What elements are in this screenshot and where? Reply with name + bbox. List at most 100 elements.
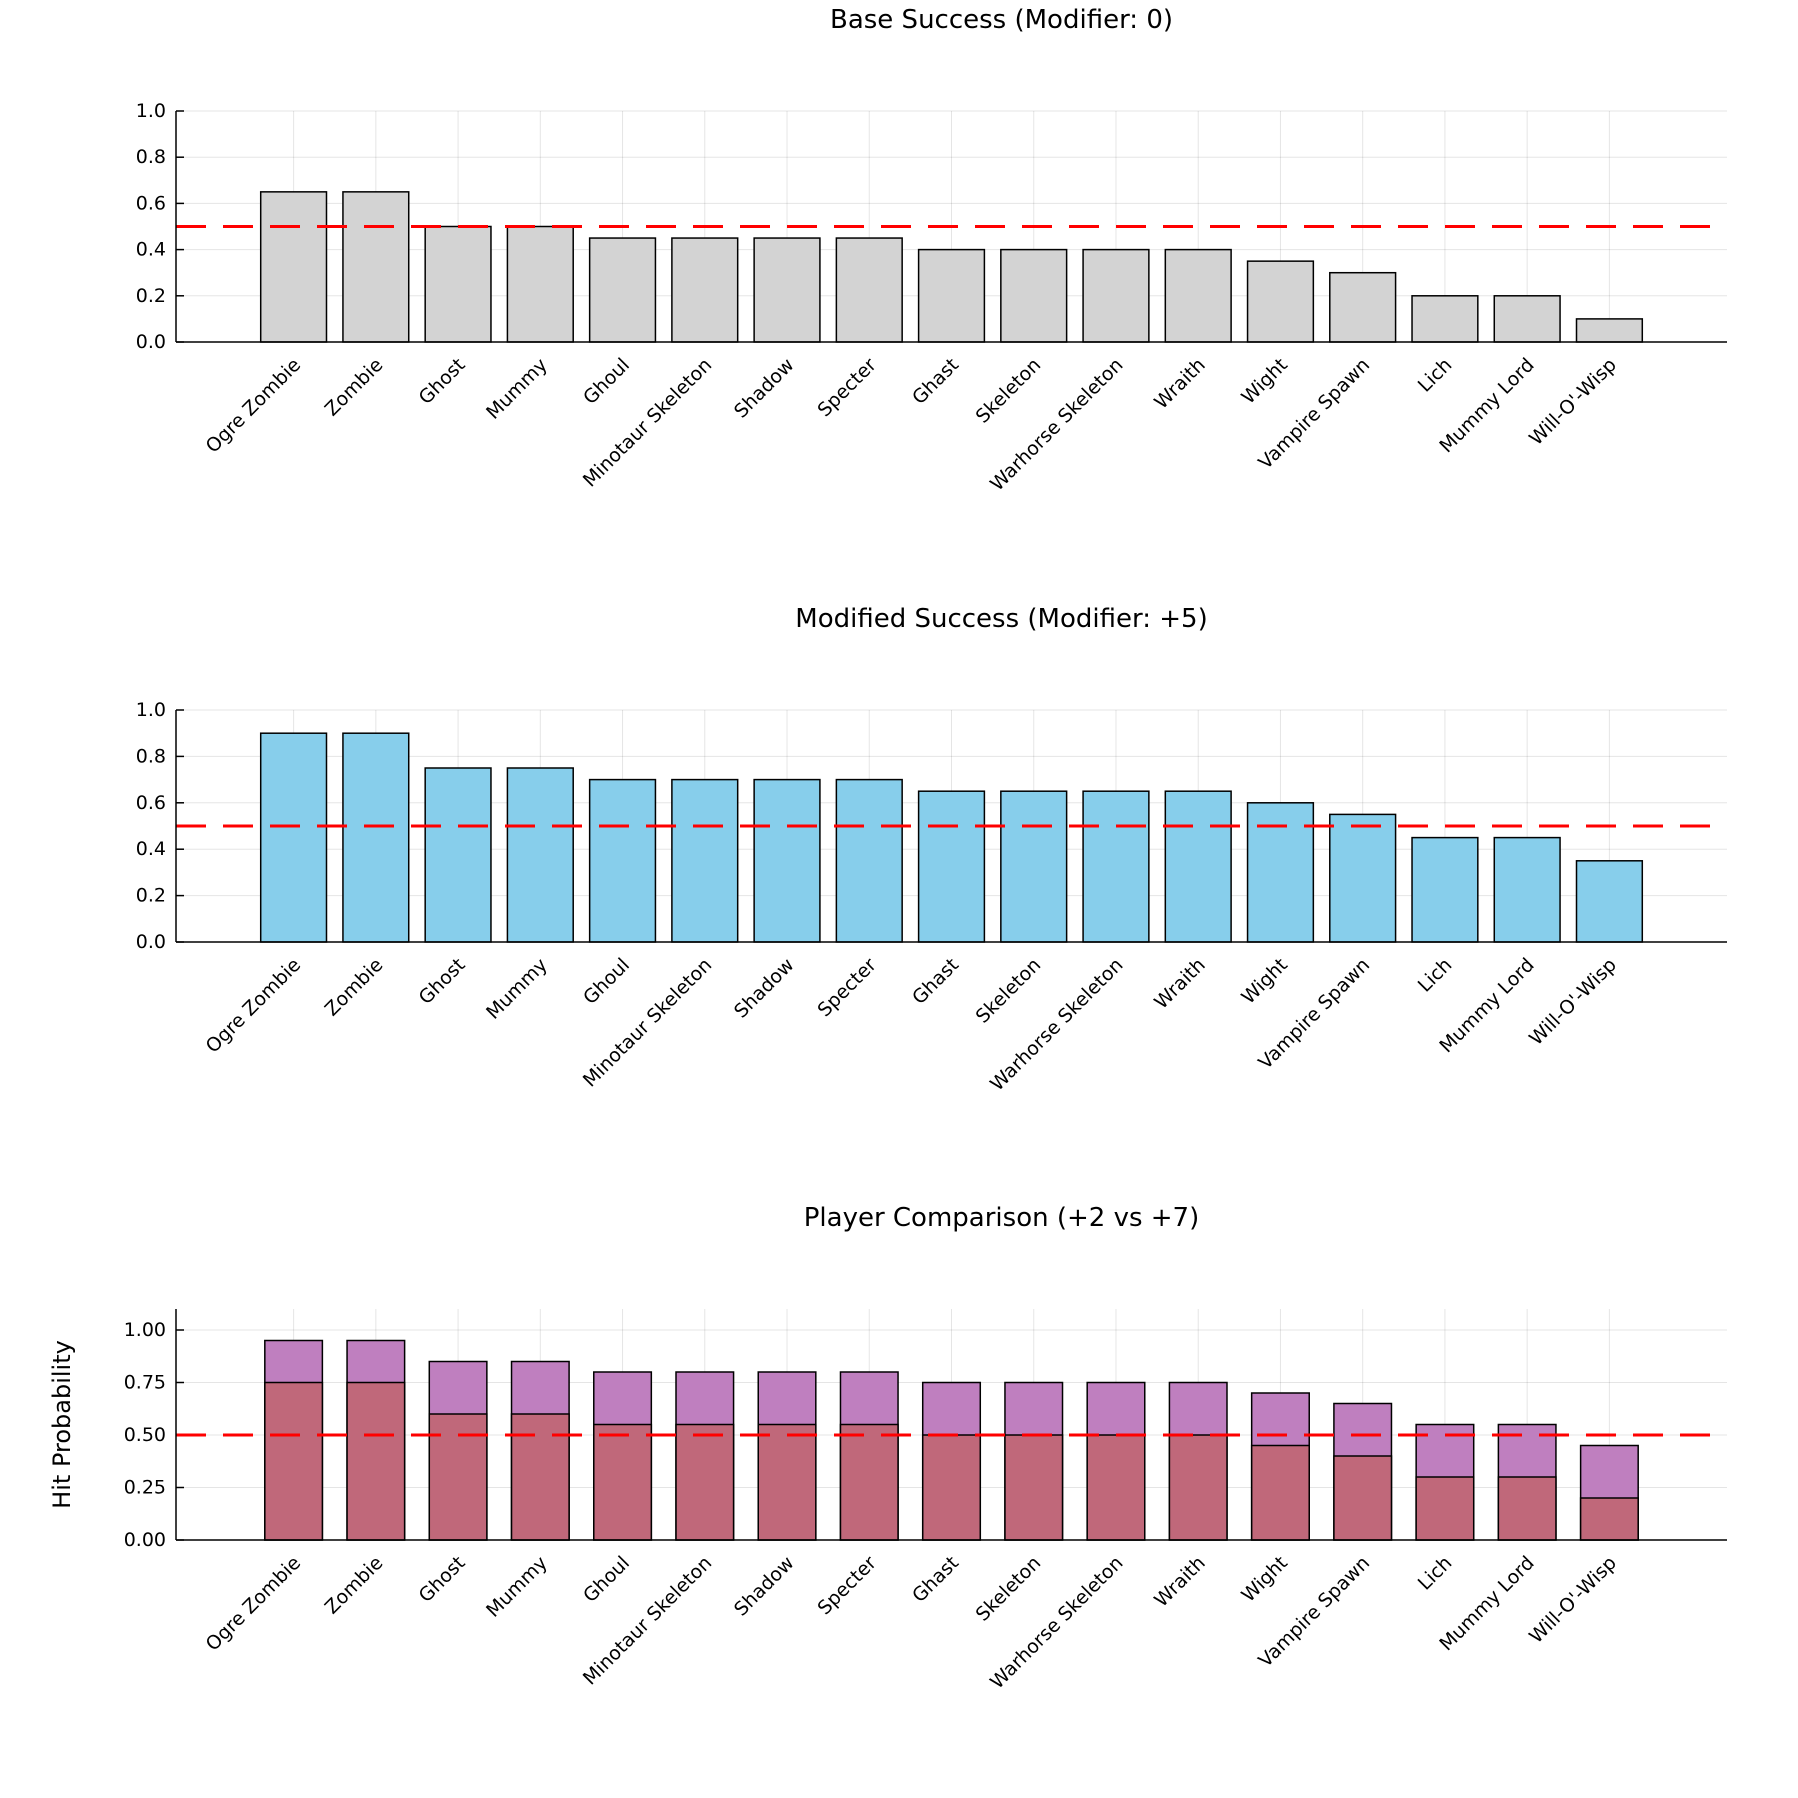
y-tick-label: 0.50 <box>124 1424 166 1446</box>
bar-specter <box>835 237 903 343</box>
bar-minotaur-skeleton <box>675 1423 735 1541</box>
y-tick-label: 0.00 <box>124 1529 166 1551</box>
x-tick-label: Specter <box>813 1552 880 1619</box>
bar-shadow <box>753 237 821 343</box>
bar-specter <box>839 1423 899 1541</box>
x-tick-label: Ghast <box>908 1552 963 1607</box>
y-tick-label: 1.0 <box>136 699 166 721</box>
bar-zombie <box>342 191 410 343</box>
x-tick-label: Ghast <box>908 354 963 409</box>
x-tick-label: Will-O'-Wisp <box>1525 1552 1621 1648</box>
x-tick-label: Ogre Zombie <box>202 1552 305 1655</box>
y-tick-label: 0.8 <box>136 146 166 168</box>
bar-skeleton <box>1000 248 1068 343</box>
bar-ghost <box>428 1413 488 1541</box>
bar-mummy <box>506 225 574 343</box>
x-tick-label: Wight <box>1237 954 1292 1009</box>
bar-vampire-spawn <box>1329 271 1397 343</box>
bar-mummy-lord <box>1493 836 1561 943</box>
bar-mummy <box>506 767 574 943</box>
bar-ogre-zombie <box>264 1381 324 1541</box>
bar-specter <box>835 778 903 943</box>
y-tick-label: 0.2 <box>136 285 166 307</box>
bar-ghoul <box>588 237 657 343</box>
subplot-1: Base Success (Modifier: 0) 0.0 0.2 0.4 0.6 0.… <box>136 5 1727 495</box>
y-tick-label: 0.4 <box>136 239 166 261</box>
bar-wraith <box>1164 790 1232 943</box>
x-tick-label: Zombie <box>321 954 388 1021</box>
bar-lich <box>1411 295 1479 343</box>
y-tick-label: 1.00 <box>124 1319 166 1341</box>
y-tick-label: 0.75 <box>124 1372 166 1394</box>
bar-shadow <box>753 778 821 943</box>
x-tick-label: Ghoul <box>579 954 634 1009</box>
bar-will-o-wisp <box>1575 860 1644 943</box>
bar-mummy-lord <box>1497 1476 1557 1541</box>
y-tick-label: 0.8 <box>136 745 166 767</box>
bar-will-o-wisp <box>1575 318 1644 343</box>
bar-shadow <box>757 1423 817 1541</box>
bar-warhorse-skeleton <box>1086 1434 1146 1541</box>
bar-ghast <box>921 1434 982 1541</box>
bar-ghost <box>424 767 492 943</box>
bar-ogre-zombie <box>259 191 328 343</box>
x-tick-label: Ogre Zombie <box>202 954 305 1057</box>
x-tick-label: Ghost <box>415 954 470 1009</box>
x-tick-label: Mummy <box>482 954 552 1024</box>
x-tick-label: Shadow <box>730 354 799 423</box>
x-tick-label: Lich <box>1414 954 1457 997</box>
y-axis-label: Hit Probability <box>48 1340 76 1509</box>
x-tick-label: Ghost <box>415 1552 470 1607</box>
x-tick-label: Wraith <box>1150 954 1210 1014</box>
x-tick-label: Skeleton <box>972 954 1046 1028</box>
bar-ghoul <box>593 1423 653 1541</box>
bar-wight <box>1246 260 1315 343</box>
x-tick-label: Mummy <box>482 354 552 424</box>
x-tick-label: Specter <box>813 354 880 421</box>
y-tick-label: 0.25 <box>124 1477 166 1499</box>
y-tick-label: 0.2 <box>136 885 166 907</box>
y-tick-label: 0.0 <box>136 331 166 353</box>
bar-wight <box>1250 1444 1310 1541</box>
bar-wraith <box>1164 248 1232 343</box>
x-tick-label: Wraith <box>1150 354 1210 414</box>
bar-ghoul <box>588 778 657 943</box>
subplot-3: Player Comparison (+2 vs +7) Hit Probabil… <box>48 1203 1727 1693</box>
x-tick-label: Ogre Zombie <box>202 354 305 457</box>
bar-skeleton <box>1004 1434 1064 1541</box>
subplot-2: Modified Success (Modifier: +5) 0.0 0.2 0.4… <box>136 604 1727 1095</box>
bar-ghast <box>917 248 986 343</box>
bar-ghast <box>917 790 986 943</box>
x-tick-label: Ghoul <box>579 1552 634 1607</box>
chart-title: Player Comparison (+2 vs +7) <box>804 1203 1200 1233</box>
bar-will-o-wisp <box>1579 1497 1639 1541</box>
x-tick-label: Zombie <box>321 354 388 421</box>
bar-mummy-lord <box>1493 295 1561 343</box>
bar-minotaur-skeleton <box>671 237 739 343</box>
bar-warhorse-skeleton <box>1082 248 1150 343</box>
x-tick-label: Will-O'-Wisp <box>1525 354 1621 450</box>
bar-wraith <box>1168 1434 1228 1541</box>
x-tick-label: Zombie <box>321 1552 388 1619</box>
x-tick-label: Skeleton <box>972 1552 1046 1626</box>
bar-skeleton <box>1000 790 1068 943</box>
chart-title: Base Success (Modifier: 0) <box>830 5 1173 35</box>
bar-vampire-spawn <box>1329 813 1397 943</box>
y-tick-label: 0.4 <box>136 838 166 860</box>
x-tick-label: Ghost <box>415 354 470 409</box>
x-tick-label: Ghast <box>908 954 963 1009</box>
y-tick-label: 1.0 <box>136 100 166 122</box>
bar-warhorse-skeleton <box>1082 790 1150 943</box>
bar-wight <box>1246 802 1315 943</box>
bar-minotaur-skeleton <box>671 778 739 943</box>
x-tick-label: Ghoul <box>579 354 634 409</box>
x-tick-label: Skeleton <box>972 354 1046 428</box>
chart-title: Modified Success (Modifier: +5) <box>795 604 1207 634</box>
x-tick-label: Wraith <box>1150 1552 1210 1612</box>
bar-ghost <box>424 225 492 343</box>
y-tick-label: 0.6 <box>136 792 166 814</box>
x-tick-label: Will-O'-Wisp <box>1525 954 1621 1050</box>
bar-mummy <box>510 1413 570 1541</box>
bar-ogre-zombie <box>259 732 328 943</box>
